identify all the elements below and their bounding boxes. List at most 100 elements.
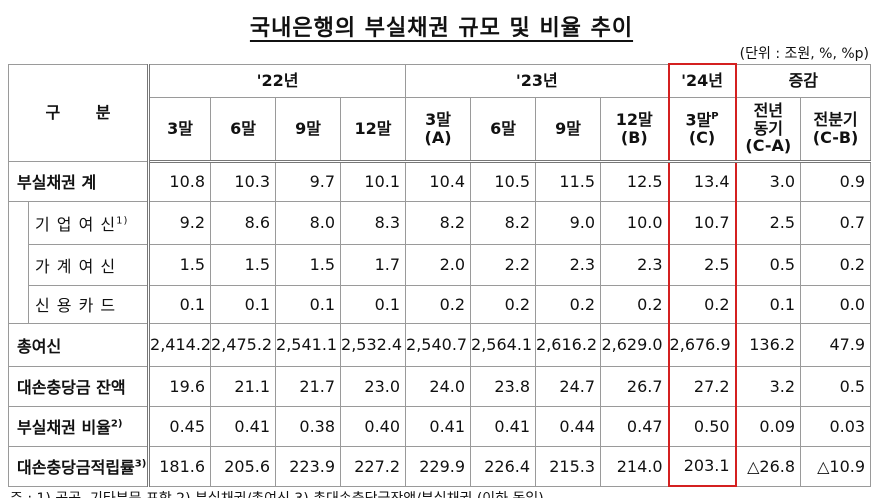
column-header-line: 전분기 xyxy=(813,109,858,129)
table-cell: 2.2 xyxy=(470,243,537,286)
column-header: 12말 (B) xyxy=(600,96,670,163)
table-cell: 227.2 xyxy=(340,445,407,487)
table-cell: 0.1 xyxy=(735,284,802,324)
table-cell: 0.38 xyxy=(275,405,342,447)
table-row: 대손충당금적립률3) 181.6 205.6 223.9 227.2 229.9 226.4… xyxy=(7,445,872,487)
table-cell: 8.3 xyxy=(340,200,407,245)
table-cell: 3.0 xyxy=(735,160,802,202)
row-label: 부실채권 계 xyxy=(7,160,151,202)
table-cell: 8.6 xyxy=(210,200,277,245)
table: 구 분 '22년 '23년 '24년 증감 3말 6말 9말 12말 3말 (A) 6말 9말 12말 (B… xyxy=(7,63,872,487)
table-cell: 136.2 xyxy=(735,322,802,367)
table-cell: 0.1 xyxy=(275,284,342,324)
table-cell: 0.5 xyxy=(800,365,872,407)
table-cell: 10.5 xyxy=(470,160,537,202)
column-header-line: 3말 xyxy=(425,109,451,129)
column-header: 전년 동기 (C-A) xyxy=(735,96,802,163)
table-cell: 9.7 xyxy=(275,160,342,202)
table-cell: 1.5 xyxy=(148,243,212,286)
table-cell: 0.2 xyxy=(800,243,872,286)
table-cell: 229.9 xyxy=(405,445,472,487)
column-header: 9말 xyxy=(275,96,342,163)
table-cell: 0.0 xyxy=(800,284,872,324)
column-header-line: (C-A) xyxy=(745,136,792,156)
table-row: 기 업 여 신1) 9.2 8.6 8.0 8.3 8.2 8.2 9.0 10.0 10.7 2.… xyxy=(8,200,872,323)
indent-cell xyxy=(8,201,29,323)
group-header: '23년 xyxy=(405,63,670,98)
table-row: 부실채권 비율2) 0.45 0.41 0.38 0.40 0.41 0.41 0.44 0.4… xyxy=(7,405,872,447)
table-cell: 1.7 xyxy=(340,243,407,286)
table-cell: 10.4 xyxy=(405,160,472,202)
table-cell: △10.9 xyxy=(800,445,872,487)
row-label-text: 부실채권 계 xyxy=(17,173,97,192)
table-row: 가 계 여 신 1.5 1.5 1.5 1.7 2.0 2.2 2.3 2.3 2.5 0.5 0.2 xyxy=(9,243,872,286)
column-header-line: (C) xyxy=(688,127,716,147)
column-header-line: (A) xyxy=(424,127,452,147)
table-cell: 8.0 xyxy=(275,200,342,245)
table-cell: 0.2 xyxy=(535,284,602,324)
row-label-text: 기 업 여 신 xyxy=(35,214,117,234)
table-cell: △26.8 xyxy=(735,445,802,487)
row-label-note: 2) xyxy=(110,418,123,430)
table-cell: 8.2 xyxy=(470,200,537,245)
title: 국내은행의 부실채권 규모 및 비율 추이 xyxy=(249,16,634,41)
table-cell: 0.40 xyxy=(340,405,407,447)
table-cell: 19.6 xyxy=(148,365,212,407)
table-cell: 2,532.4 xyxy=(340,322,407,367)
column-header-line: (C-B) xyxy=(812,127,859,147)
table-cell: 2.5 xyxy=(667,243,737,286)
row-label-text: 신 용 카 드 xyxy=(35,296,117,315)
table-cell: 0.2 xyxy=(470,284,537,324)
table-cell: 215.3 xyxy=(535,445,602,487)
column-header-sup: P xyxy=(711,110,719,122)
title-box: 국내은행의 부실채권 규모 및 비율 추이 xyxy=(0,10,883,42)
table-cell: 10.0 xyxy=(600,200,670,245)
table-cell: 11.5 xyxy=(535,160,602,202)
table-cell: 23.0 xyxy=(340,365,407,407)
table-cell: 13.4 xyxy=(667,160,737,202)
table-cell: 0.1 xyxy=(340,284,407,324)
table-cell: 2,541.1 xyxy=(275,322,342,367)
table-cell: 0.2 xyxy=(600,284,670,324)
table-cell: 9.0 xyxy=(535,200,602,245)
table-cell: 10.1 xyxy=(340,160,407,202)
row-label: 기 업 여 신1) xyxy=(27,200,151,245)
row-label: 신 용 카 드 xyxy=(27,284,151,324)
table-cell: 0.09 xyxy=(735,405,802,447)
column-header: 6말 xyxy=(470,96,537,163)
column-header-line: (B) xyxy=(620,127,648,147)
column-header: 9말 xyxy=(535,96,602,163)
table-cell: 26.7 xyxy=(600,365,670,407)
table-cell: 27.2 xyxy=(667,365,737,407)
table-cell: 203.1 xyxy=(667,445,737,487)
row-label: 대손충당금 잔액 xyxy=(7,365,151,407)
row-label: 가 계 여 신 xyxy=(27,243,151,286)
table-cell: 2.3 xyxy=(600,243,670,286)
table-cell: 2.0 xyxy=(405,243,472,286)
header-row: 구 분 '22년 '23년 '24년 증감 xyxy=(7,63,872,162)
column-header-line: 12말 xyxy=(354,118,392,138)
row-label-note: 3) xyxy=(134,458,147,470)
table-cell: 2,616.2 xyxy=(535,322,602,367)
row-label-text: 대손충당금 잔액 xyxy=(17,378,126,397)
table-cell: 0.50 xyxy=(667,405,737,447)
table-cell: 0.41 xyxy=(405,405,472,447)
column-header-line: 12말 xyxy=(615,109,653,129)
row-label: 총여신 xyxy=(7,322,151,367)
row-label-text: 가 계 여 신 xyxy=(35,256,117,276)
footnote: 주 : 1) 공공, 기타부문 포함 2) 부실채권/총여신 3) 총대손충당금… xyxy=(10,488,544,498)
table-cell: 0.5 xyxy=(735,243,802,286)
column-header-line: 전년 xyxy=(753,101,784,121)
row-label: 부실채권 비율2) xyxy=(7,405,151,447)
column-header: 6말 xyxy=(210,96,277,163)
table-cell: 9.2 xyxy=(148,200,212,245)
group-header: '24년 xyxy=(667,63,737,98)
row-label-note: 1) xyxy=(116,215,129,227)
header-row: 3말 6말 9말 12말 3말 (A) 6말 9말 12말 (B) 3말P (C) 전년 동기 (C-A) 전… xyxy=(9,96,872,163)
column-header: 3말 xyxy=(148,96,212,163)
table-cell: 181.6 xyxy=(148,445,212,487)
table-cell: 2.5 xyxy=(735,200,802,245)
table-cell: 2,564.1 xyxy=(470,322,537,367)
column-header-line: 동기 xyxy=(753,118,784,138)
